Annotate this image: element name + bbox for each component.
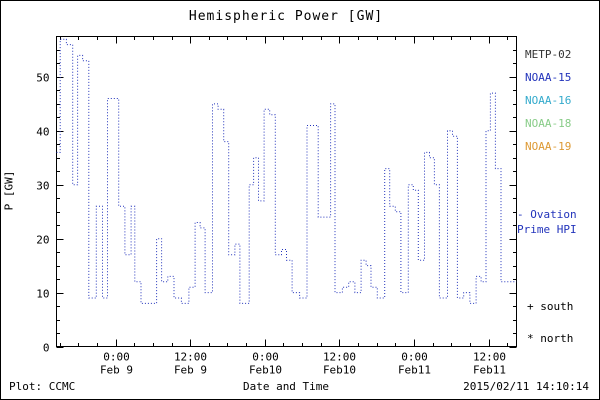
x-tick-label-time: 0:00 [401, 351, 428, 364]
x-tick-label-date: Feb 9 [174, 364, 207, 377]
north-marker-label: * north [527, 332, 574, 345]
x-tick-label-date: Feb10 [249, 364, 282, 377]
y-tick-label: 10 [36, 288, 49, 301]
x-tick-label-time: 12:00 [323, 351, 356, 364]
x-tick-label-time: 0:00 [252, 351, 279, 364]
legend: METP-02 NOAA-15 NOAA-16 NOAA-18 NOAA-19 [525, 43, 571, 158]
x-tick-label-date: Feb10 [323, 364, 356, 377]
plot-frame [56, 36, 517, 347]
y-tick-label: 40 [36, 126, 49, 139]
legend-item-metp-02: METP-02 [525, 48, 572, 61]
legend-item-noaa-18: NOAA-18 [525, 117, 572, 130]
ovation-note: - Ovation Prime HPI [517, 207, 577, 237]
x-tick-label-time: 12:00 [473, 351, 506, 364]
legend-item-noaa-19: NOAA-19 [525, 140, 572, 153]
chart-title: Hemispheric Power [GW] [188, 9, 384, 24]
plot-credit: Plot: CCMC [9, 380, 76, 393]
y-tick-label: 30 [36, 180, 49, 193]
y-tick-label: 20 [36, 234, 49, 247]
hpi-step-line [56, 38, 517, 304]
x-tick-label-time: 0:00 [103, 351, 130, 364]
x-axis-label: Date and Time [242, 380, 330, 393]
x-tick-label-date: Feb11 [398, 364, 431, 377]
x-tick-label-time: 12:00 [174, 351, 207, 364]
legend-item-noaa-15: NOAA-15 [525, 71, 572, 84]
y-tick-label: 0 [43, 342, 50, 355]
y-axis-label: P [GW] [2, 170, 16, 211]
ovation-note-line2: Prime HPI [517, 223, 577, 236]
timestamp: 2015/02/11 14:10:14 [463, 380, 589, 393]
legend-item-noaa-16: NOAA-16 [525, 94, 572, 107]
south-marker-label: + south [527, 300, 574, 313]
x-tick-label-date: Feb 9 [100, 364, 133, 377]
y-tick-label: 50 [36, 72, 49, 85]
ovation-note-line1: - Ovation [517, 208, 577, 221]
x-tick-label-date: Feb11 [473, 364, 506, 377]
